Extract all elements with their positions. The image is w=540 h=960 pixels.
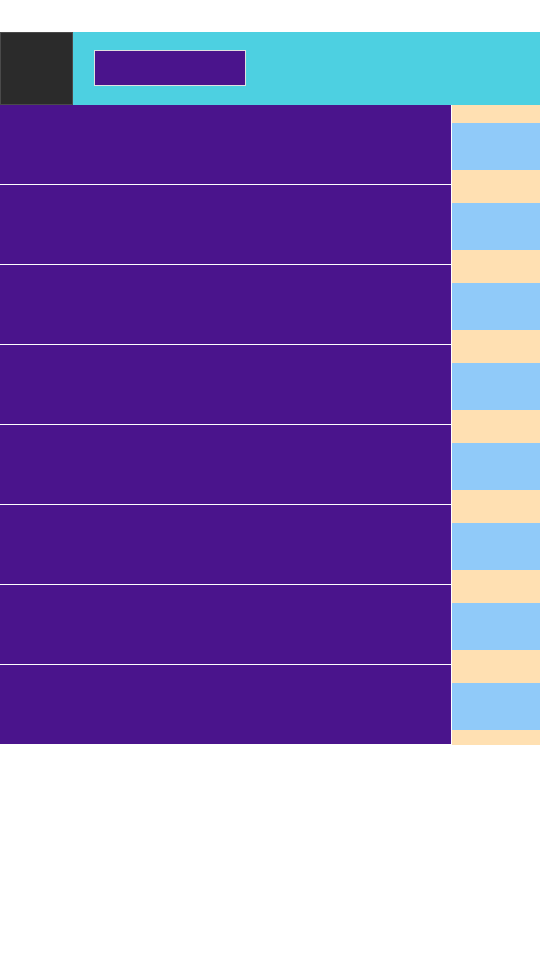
page-title (94, 50, 246, 86)
list-item-side-button[interactable] (452, 203, 540, 250)
list-item-content[interactable] (0, 265, 451, 344)
list-item-side-panel[interactable] (452, 105, 540, 185)
list-item-side-button[interactable] (452, 283, 540, 330)
list-item-side-panel[interactable] (452, 185, 540, 265)
list-item-side-panel[interactable] (452, 345, 540, 425)
list-item-side-button[interactable] (452, 363, 540, 410)
list-item-side-button[interactable] (452, 523, 540, 570)
list-item-side-button[interactable] (452, 603, 540, 650)
list-item-content[interactable] (0, 585, 451, 664)
list-item-side-panel[interactable] (452, 505, 540, 585)
list-item[interactable] (0, 425, 540, 505)
menu-button[interactable] (0, 32, 73, 105)
list-item-side-panel[interactable] (452, 265, 540, 345)
list-item[interactable] (0, 345, 540, 425)
list-item-content[interactable] (0, 185, 451, 264)
list-item-content[interactable] (0, 345, 451, 424)
list-item-side-panel[interactable] (452, 585, 540, 665)
list-item[interactable] (0, 665, 540, 745)
list-item[interactable] (0, 585, 540, 665)
list-item-content[interactable] (0, 665, 451, 744)
list-item[interactable] (0, 105, 540, 185)
list-item-content[interactable] (0, 105, 451, 184)
list-item-side-button[interactable] (452, 683, 540, 730)
list-item[interactable] (0, 505, 540, 585)
list-item-side-panel[interactable] (452, 425, 540, 505)
item-list (0, 105, 540, 745)
list-item-side-button[interactable] (452, 443, 540, 490)
list-item-side-button[interactable] (452, 123, 540, 170)
list-item[interactable] (0, 265, 540, 345)
list-item-content[interactable] (0, 505, 451, 584)
list-item-content[interactable] (0, 425, 451, 504)
list-item[interactable] (0, 185, 540, 265)
status-bar (0, 0, 540, 32)
app-header (0, 32, 540, 105)
list-item-side-panel[interactable] (452, 665, 540, 745)
